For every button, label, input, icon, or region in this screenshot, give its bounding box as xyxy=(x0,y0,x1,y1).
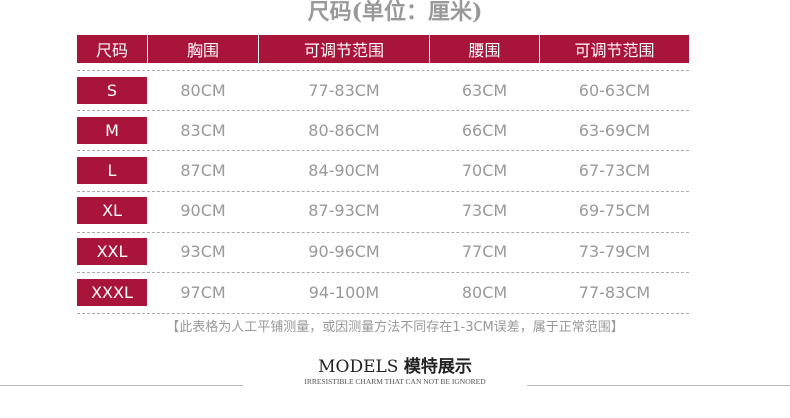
table-cell: 73-79CM xyxy=(578,242,651,261)
row-divider xyxy=(77,110,689,111)
column-header: 胸围 xyxy=(148,35,258,63)
table-cell: 80CM xyxy=(461,283,508,302)
models-heading-cn: 模特展示 xyxy=(403,357,472,377)
table-cell: 93CM xyxy=(180,242,226,261)
table-cell: 87-93CM xyxy=(308,201,380,220)
size-label: L xyxy=(77,157,147,184)
table-cell: 77-83CM xyxy=(308,81,380,100)
table-cell: 83CM xyxy=(180,121,226,140)
column-header: 尺码 xyxy=(77,35,147,63)
table-cell: 73CM xyxy=(461,201,508,220)
size-label: S xyxy=(77,77,147,104)
table-cell: 69-75CM xyxy=(578,201,651,220)
table-cell: 94-100M xyxy=(308,283,380,302)
table-cell: 90CM xyxy=(180,201,226,220)
table-cell: 87CM xyxy=(180,161,226,180)
column-header: 可调节范围 xyxy=(259,35,429,63)
table-cell: 67-73CM xyxy=(578,161,651,180)
measurement-note: 【此表格为人工平铺测量，或因测量方法不同存在1-3CM误差，属于正常范围】 xyxy=(166,320,624,335)
table-cell: 90-96CM xyxy=(308,242,380,261)
table-cell: 66CM xyxy=(461,121,508,140)
table-cell: 80-86CM xyxy=(308,121,380,140)
row-divider xyxy=(77,191,689,192)
page-title: 尺码(单位：厘米) xyxy=(307,0,483,25)
row-divider xyxy=(77,70,689,71)
table-cell: 63-69CM xyxy=(578,121,651,140)
table-cell: 77-83CM xyxy=(578,283,651,302)
size-label: XXXL xyxy=(77,279,147,306)
table-cell: 63CM xyxy=(461,81,508,100)
size-label: XXL xyxy=(77,238,147,265)
table-cell: 60-63CM xyxy=(578,81,651,100)
column-header: 腰围 xyxy=(430,35,539,63)
models-heading: MODELS 模特展示 xyxy=(0,352,790,377)
row-divider xyxy=(77,232,689,233)
table-cell: 97CM xyxy=(180,283,226,302)
row-divider xyxy=(77,150,689,151)
divider-left xyxy=(0,385,243,386)
models-subtitle: IRRESISTIBLE CHARM THAT CAN NOT BE IGNOR… xyxy=(304,377,486,386)
divider-right xyxy=(527,385,790,386)
models-heading-en: MODELS xyxy=(318,357,399,377)
row-divider xyxy=(77,313,689,314)
table-cell: 70CM xyxy=(461,161,508,180)
column-header: 可调节范围 xyxy=(540,35,689,63)
row-divider xyxy=(77,272,689,273)
size-label: M xyxy=(77,117,147,144)
table-cell: 80CM xyxy=(180,81,226,100)
table-cell: 84-90CM xyxy=(308,161,380,180)
size-label: XL xyxy=(77,197,147,224)
table-cell: 77CM xyxy=(461,242,508,261)
